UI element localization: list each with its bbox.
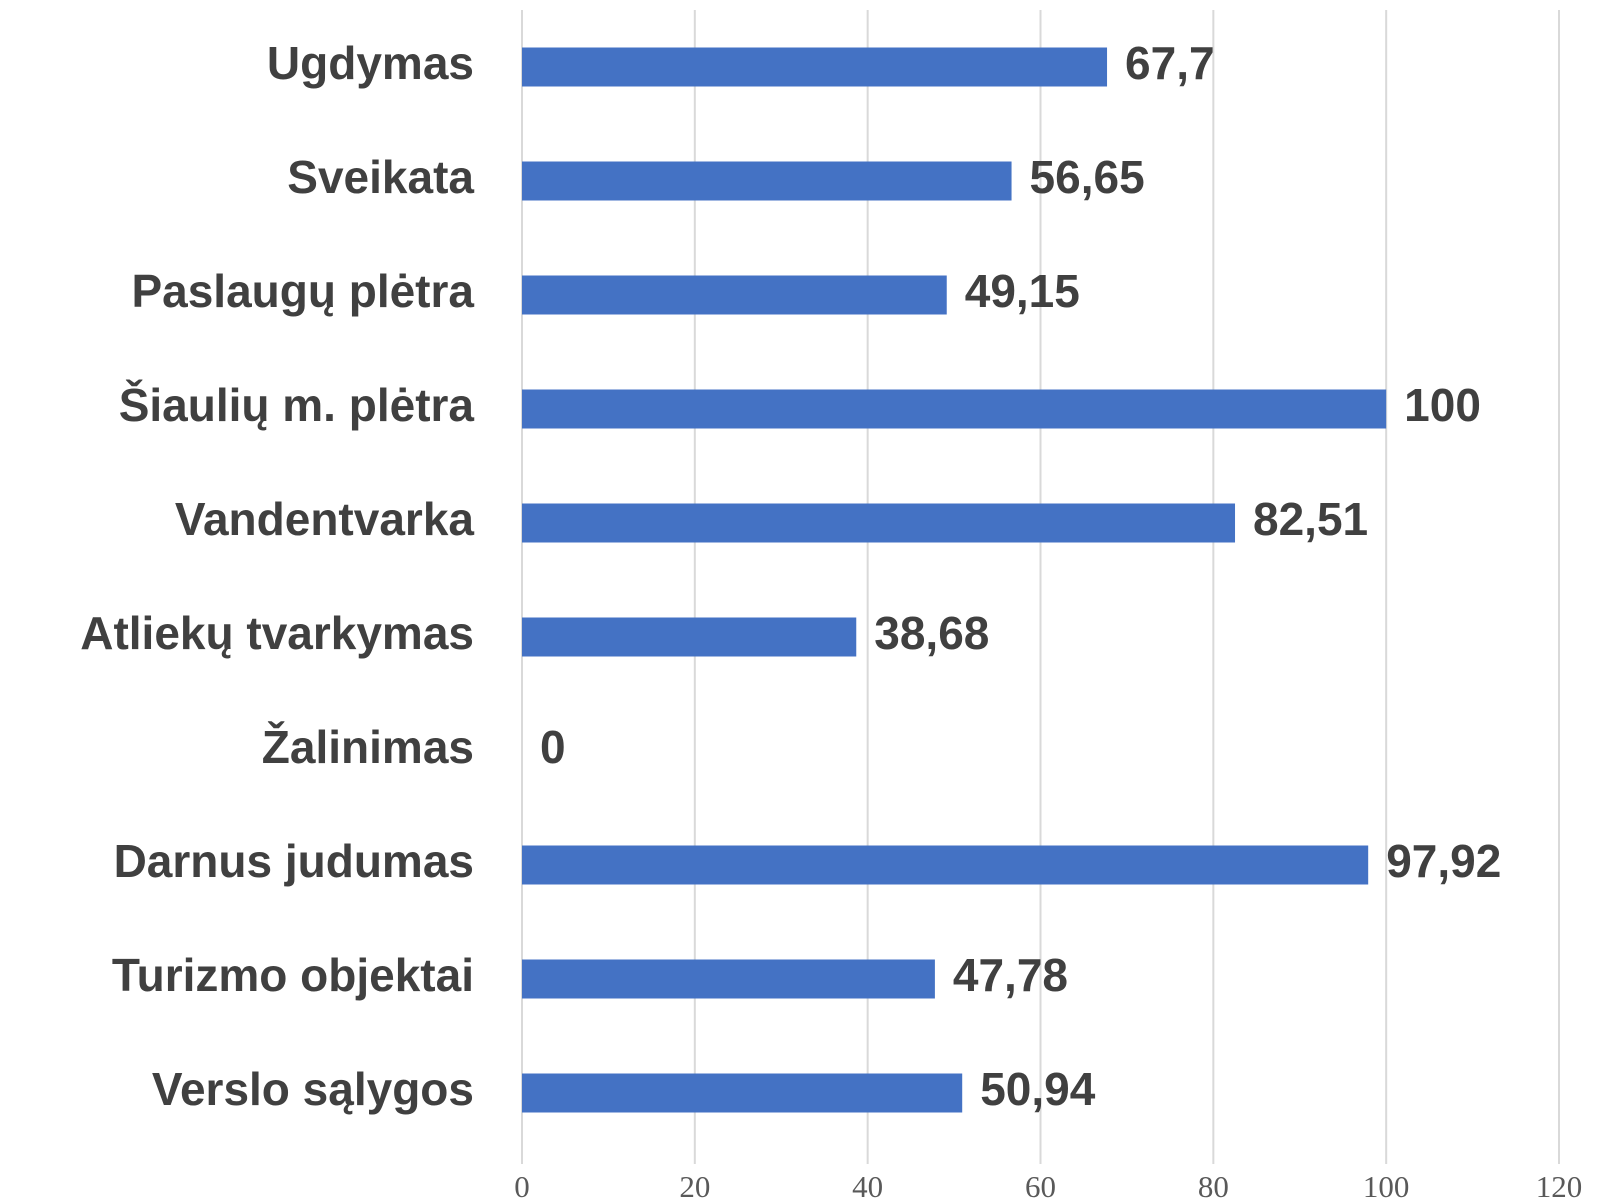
value-label: 49,15 — [965, 265, 1080, 317]
x-tick-label: 60 — [1025, 1169, 1056, 1202]
category-label: Atliekų tvarkymas — [80, 607, 474, 659]
x-tick-label: 120 — [1536, 1169, 1583, 1202]
value-label: 67,7 — [1125, 37, 1215, 89]
category-label: Darnus judumas — [114, 835, 474, 887]
value-label: 50,94 — [980, 1063, 1096, 1115]
bar — [522, 617, 857, 657]
bar — [522, 845, 1369, 885]
category-label: Turizmo objektai — [112, 949, 474, 1001]
value-label: 47,78 — [953, 949, 1068, 1001]
x-tick-label: 20 — [679, 1169, 710, 1202]
category-label: Šiaulių m. plėtra — [119, 379, 475, 431]
bar — [522, 959, 935, 999]
category-label: Paslaugų plėtra — [131, 265, 474, 317]
x-tick-label: 100 — [1363, 1169, 1410, 1202]
bar — [522, 389, 1387, 429]
value-label: 100 — [1404, 379, 1481, 431]
bar — [522, 275, 947, 315]
category-label: Žalinimas — [262, 721, 474, 773]
value-label: 0 — [540, 721, 566, 773]
category-label: Vandentvarka — [175, 493, 475, 545]
value-label: 97,92 — [1386, 835, 1501, 887]
x-tick-label: 80 — [1198, 1169, 1229, 1202]
x-tick-label: 40 — [852, 1169, 883, 1202]
value-label: 56,65 — [1030, 151, 1145, 203]
bar — [522, 47, 1108, 87]
x-tick-label: 0 — [514, 1169, 530, 1202]
bar — [522, 1073, 963, 1113]
category-label: Verslo sąlygos — [152, 1063, 474, 1115]
bar — [522, 161, 1012, 201]
bar — [522, 503, 1236, 543]
category-label: Ugdymas — [267, 37, 474, 89]
category-label: Sveikata — [287, 151, 474, 203]
value-label: 38,68 — [874, 607, 989, 659]
value-label: 82,51 — [1253, 493, 1368, 545]
